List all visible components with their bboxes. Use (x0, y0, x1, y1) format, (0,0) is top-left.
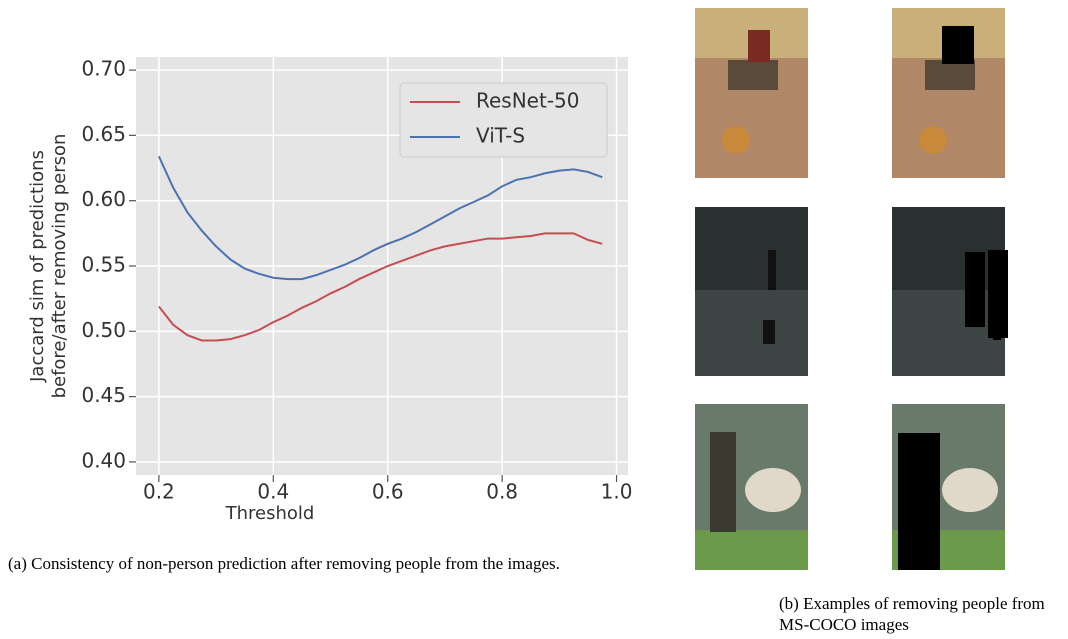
x-tick-label: 0.6 (372, 480, 404, 504)
x-tick-label: 0.8 (486, 480, 518, 504)
y-tick-label: 0.40 (81, 448, 126, 472)
y-tick-label: 0.55 (81, 253, 126, 277)
x-tick-label: 0.2 (143, 480, 175, 504)
caption-a: (a) Consistency of non-person prediction… (8, 553, 640, 574)
y-tick-label: 0.45 (81, 383, 126, 407)
y-tick-label: 0.50 (81, 318, 126, 342)
y-axis-label: before/after removing person (49, 134, 70, 399)
x-tick-label: 1.0 (601, 480, 633, 504)
image (695, 8, 808, 178)
image (892, 404, 1005, 570)
x-axis-label: Threshold (225, 503, 315, 524)
y-tick-label: 0.65 (81, 122, 126, 146)
chart: Threshold Jaccard sim of predictions bef… (0, 0, 660, 540)
y-tick-label: 0.60 (81, 187, 126, 211)
image (695, 404, 808, 570)
x-tick-label: 0.4 (257, 480, 289, 504)
example-images (688, 0, 1068, 580)
image (892, 8, 1005, 178)
image (695, 207, 808, 376)
y-tick-label: 0.70 (81, 57, 126, 81)
y-axis-label: Jaccard sim of predictions (27, 150, 48, 383)
caption-b: (b) Examples of removing people from MS-… (779, 593, 1065, 635)
image (892, 207, 1008, 376)
legend-label: ResNet-50 (476, 89, 580, 113)
legend-label: ViT-S (476, 124, 525, 148)
page: Threshold Jaccard sim of predictions bef… (0, 0, 1068, 639)
